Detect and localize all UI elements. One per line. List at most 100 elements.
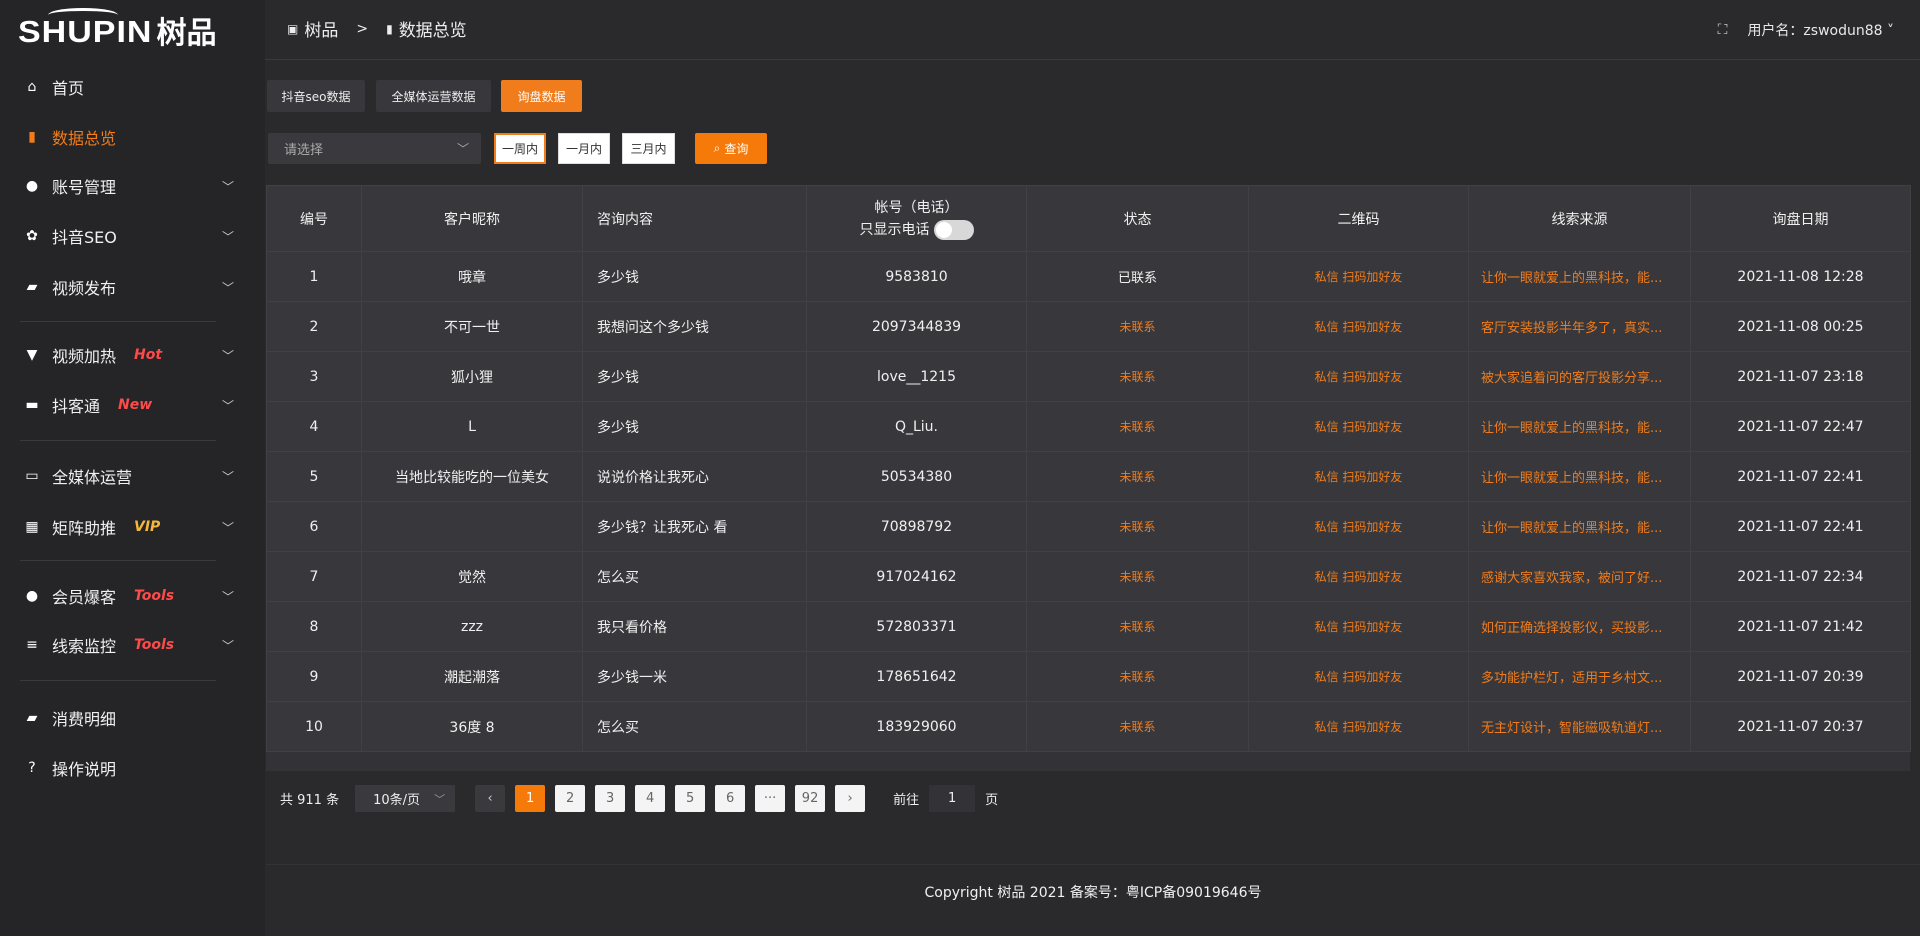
logo[interactable]: SHUPIN 树品	[18, 8, 216, 52]
table-row: 2 不可一世 我想问这个多少钱 2097344839 未联系 私信 扫码加好友 客厅安装投影…	[266, 301, 1911, 352]
cell-source[interactable]: 让你一眼就爱上的黑科技，能...	[1468, 251, 1691, 302]
cell-status: 未联系	[1026, 601, 1249, 652]
range-month-button[interactable]: 一月内	[558, 133, 610, 164]
cell-source[interactable]: 多功能护栏灯，适用于乡村文...	[1468, 651, 1691, 702]
tab-all-media[interactable]: 全媒体运营数据	[376, 80, 491, 112]
sidebar-item-0[interactable]: ⌂ 首页	[24, 72, 234, 102]
cell-account: 9583810	[806, 251, 1027, 302]
home-icon: ⌂	[27, 79, 37, 95]
col-content: 咨询内容	[582, 185, 807, 252]
cell-id: 8	[266, 601, 362, 652]
sidebar-item-label: 线索监控	[52, 637, 117, 656]
sidebar-item-1[interactable]: ▮ 数据总览	[24, 122, 234, 152]
tab-douyin-seo[interactable]: 抖音seo数据	[267, 80, 365, 112]
cell-nickname: zzz	[361, 601, 583, 652]
cell-qrcode[interactable]: 私信 扫码加好友	[1248, 301, 1469, 352]
boost-icon: ▼	[26, 347, 38, 363]
cell-qrcode[interactable]: 私信 扫码加好友	[1248, 451, 1469, 502]
gear-icon: ✿	[26, 228, 38, 244]
prev-page-button[interactable]: ‹	[475, 785, 506, 812]
page-button[interactable]: 6	[715, 785, 746, 812]
sidebar-item-9[interactable]: ● 会员爆客 Tools ﹀	[24, 581, 234, 611]
page-size-value: 10条/页	[373, 793, 421, 808]
cell-qrcode[interactable]: 私信 扫码加好友	[1248, 601, 1469, 652]
cell-content: 多少钱一米	[582, 651, 807, 702]
sidebar-item-2[interactable]: ● 账号管理 ﹀	[24, 171, 234, 201]
sidebar-item-8[interactable]: ▦ 矩阵助推 VIP ﹀	[24, 512, 234, 542]
col-source: 线索来源	[1468, 185, 1691, 252]
chevron-down-icon: ﹀	[221, 520, 234, 535]
sidebar-item-5[interactable]: ▼ 视频加热 Hot ﹀	[24, 340, 234, 370]
cell-date: 2021-11-08 12:28	[1690, 251, 1911, 302]
phone-only-toggle[interactable]	[933, 220, 974, 240]
page-button[interactable]: 1	[515, 785, 546, 812]
sidebar-item-10[interactable]: ≡ 线索监控 Tools ﹀	[24, 630, 234, 660]
cell-content: 说说价格让我死心	[582, 451, 807, 502]
table-row: 10 36度 8 怎么买 183929060 未联系 私信 扫码加好友 无主灯设计，智能磁吸…	[266, 701, 1911, 752]
query-label: 查询	[724, 142, 749, 156]
cell-source[interactable]: 无主灯设计，智能磁吸轨道灯...	[1468, 701, 1691, 752]
chevron-down-icon: ﹀	[456, 142, 469, 156]
cell-source[interactable]: 让你一眼就爱上的黑科技，能...	[1468, 451, 1691, 502]
cell-source[interactable]: 让你一眼就爱上的黑科技，能...	[1468, 401, 1691, 452]
col-id: 编号	[266, 185, 362, 252]
sidebar-item-3[interactable]: ✿ 抖音SEO ﹀	[24, 221, 234, 251]
range-week-button[interactable]: 一周内	[494, 133, 546, 164]
query-button[interactable]: ⌕ 查询	[695, 133, 767, 164]
page-button[interactable]: 2	[555, 785, 586, 812]
sidebar-item-7[interactable]: ▭ 全媒体运营 ﹀	[24, 461, 234, 491]
next-page-button[interactable]: ›	[835, 785, 866, 812]
page-button[interactable]: 5	[675, 785, 706, 812]
cell-qrcode[interactable]: 私信 扫码加好友	[1248, 501, 1469, 552]
cell-source[interactable]: 感谢大家喜欢我家，被问了好...	[1468, 551, 1691, 602]
cell-qrcode[interactable]: 私信 扫码加好友	[1248, 551, 1469, 602]
cell-date: 2021-11-07 22:41	[1690, 451, 1911, 502]
cell-account: Q_Liu.	[806, 401, 1027, 452]
sidebar-item-6[interactable]: ▬ 抖客通 New ﹀	[24, 390, 234, 420]
cell-qrcode[interactable]: 私信 扫码加好友	[1248, 401, 1469, 452]
tab-inquiry[interactable]: 询盘数据	[501, 80, 582, 112]
chevron-left-icon: ‹	[487, 791, 493, 806]
cell-nickname: L	[361, 401, 583, 452]
cell-source[interactable]: 如何正确选择投影仪，买投影...	[1468, 601, 1691, 652]
page-button[interactable]: 4	[635, 785, 666, 812]
sidebar-badge: Hot	[134, 347, 163, 363]
user-menu[interactable]: 用户名：zswodun88 ˅	[1747, 20, 1894, 40]
cell-qrcode[interactable]: 私信 扫码加好友	[1248, 251, 1469, 302]
sidebar-badge: Tools	[134, 637, 175, 653]
cell-qrcode[interactable]: 私信 扫码加好友	[1248, 701, 1469, 752]
cell-source[interactable]: 客厅安装投影半年多了，真实...	[1468, 301, 1691, 352]
table-header-row: 编号 客户昵称 咨询内容 帐号（电话） 只显示电话 状态 二维码 线索来源 询盘日…	[266, 185, 1911, 252]
page-size-select[interactable]: 10条/页 ﹀	[355, 785, 456, 812]
cell-qrcode[interactable]: 私信 扫码加好友	[1248, 351, 1469, 402]
page-button[interactable]: ···	[755, 785, 786, 812]
fullscreen-icon[interactable]: ⛶	[1717, 22, 1728, 38]
cell-status: 未联系	[1026, 701, 1249, 752]
cell-date: 2021-11-07 21:42	[1690, 601, 1911, 652]
sidebar-item-label: 视频加热	[52, 347, 117, 366]
chevron-down-icon: ﹀	[221, 398, 234, 413]
footer-divider	[266, 864, 1920, 865]
breadcrumb: ▣ 树品 > ▮ 数据总览	[287, 16, 467, 42]
breadcrumb-home[interactable]: 树品	[304, 21, 339, 41]
page-button[interactable]: 3	[595, 785, 626, 812]
table-row: 4 L 多少钱 Q_Liu. 未联系 私信 扫码加好友 让你一眼就爱上的黑科技，能... 20…	[266, 401, 1911, 452]
cell-source[interactable]: 被大家追着问的客厅投影分享...	[1468, 351, 1691, 402]
sidebar-item-4[interactable]: ▰ 视频发布 ﹀	[24, 272, 234, 302]
page-button[interactable]: 92	[795, 785, 826, 812]
cell-nickname: 潮起潮落	[361, 651, 583, 702]
range-3month-button[interactable]: 三月内	[622, 133, 675, 164]
bar-chart-icon: ▮	[28, 129, 36, 145]
sidebar-item-11[interactable]: ▰ 消费明细	[24, 703, 234, 733]
help-icon: ?	[28, 760, 36, 776]
filter-select[interactable]: 请选择 ﹀	[268, 133, 481, 164]
table-row: 5 当地比较能吃的一位美女 说说价格让我死心 50534380 未联系 私信 扫码加好友让…	[266, 451, 1911, 502]
goto-page-input[interactable]: 1	[929, 785, 976, 812]
cell-source[interactable]: 让你一眼就爱上的黑科技，能...	[1468, 501, 1691, 552]
image-icon: ▣	[287, 21, 299, 36]
sidebar-item-12[interactable]: ? 操作说明	[24, 753, 234, 783]
cell-qrcode[interactable]: 私信 扫码加好友	[1248, 651, 1469, 702]
sidebar-item-label: 消费明细	[52, 710, 117, 729]
logo-text: SHUPIN	[18, 14, 153, 50]
col-date: 询盘日期	[1690, 185, 1911, 252]
